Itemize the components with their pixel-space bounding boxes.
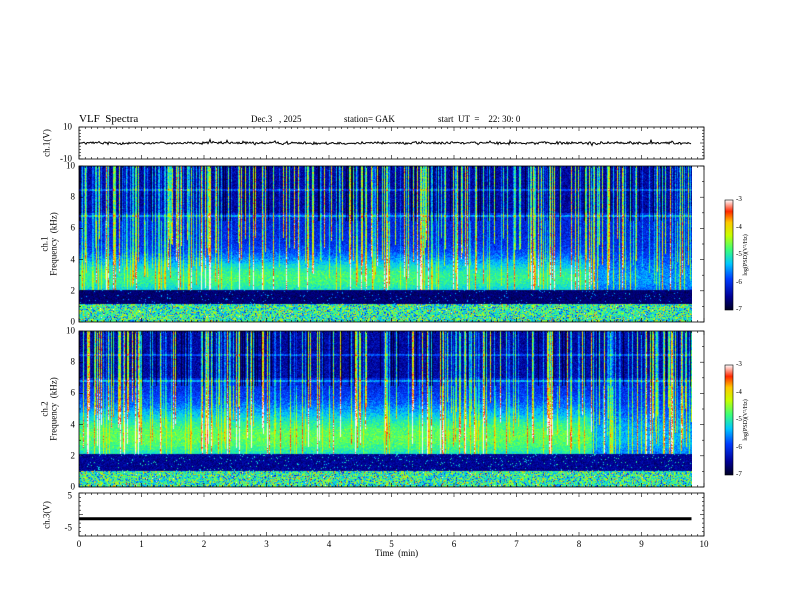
x-tick-label: 8 — [576, 539, 582, 549]
y-tick-label: 6 — [70, 387, 76, 398]
ch1-spectrogram-image — [79, 166, 692, 322]
figure-title: VLF Spectra — [79, 113, 139, 125]
ch2-spectrogram-image — [79, 331, 692, 487]
x-tick-label: 6 — [451, 539, 457, 549]
colorbar-tick-label: -5 — [736, 250, 742, 258]
colorbar-tick-label: -6 — [736, 277, 742, 286]
y-tick-label: 4 — [70, 254, 76, 265]
y-tick-label: 5 — [67, 490, 73, 501]
y-tick-label: 10 — [66, 160, 75, 171]
x-axis-ticks — [78, 127, 705, 536]
colorbar-tick-label: -3 — [736, 195, 742, 203]
x-tick-label: 4 — [326, 539, 332, 549]
y-tick-label: -10 — [60, 153, 72, 164]
x-tick-label: 2 — [201, 539, 207, 549]
colorbar-ch1-label: log(PSD)(V²/Hz) — [743, 234, 749, 276]
ch2-spectrogram-panel — [78, 330, 705, 488]
ch1-waveform-panel — [78, 126, 705, 160]
ch3-waveform-panel — [78, 492, 705, 537]
ch1-waveform-ylabel: ch.1(V) — [41, 129, 52, 157]
colorbar-ch1-frame — [724, 199, 734, 311]
y-tick-label: 6 — [70, 222, 76, 233]
x-tick-label: 5 — [389, 539, 394, 549]
colorbar-ch2 — [725, 365, 733, 475]
colorbar-tick-label: -4 — [736, 222, 742, 231]
y-tick-label: 10 — [63, 121, 72, 132]
x-tick-label: 9 — [639, 539, 644, 549]
colorbar-ch1 — [725, 200, 733, 310]
y-tick-label: 2 — [70, 450, 76, 461]
y-tick-label: 8 — [70, 191, 76, 202]
colorbar-tick-label: -4 — [736, 387, 742, 396]
colorbar-tick-label: -5 — [736, 415, 742, 423]
x-tick-label: 0 — [76, 539, 82, 549]
colorbar-tick-label: -6 — [736, 442, 742, 451]
x-tick-label: 3 — [264, 539, 269, 549]
y-tick-label: -5 — [64, 522, 73, 533]
x-tick-label: 10 — [699, 539, 709, 549]
x-axis-label: Time (min) — [375, 548, 419, 558]
x-tick-label: 7 — [514, 539, 519, 549]
colorbar-tick-label: -7 — [736, 305, 742, 313]
colorbar-ch2-frame — [724, 364, 734, 476]
ch2-spectrogram-ylabel: ch.2 Frequency (kHz) — [39, 377, 59, 441]
y-tick-label: 10 — [66, 325, 75, 336]
colorbar-ch2-label: log(PSD)(V²/Hz) — [743, 399, 749, 441]
ch3-waveform-frame — [78, 492, 705, 537]
x-tick-label: 1 — [139, 539, 144, 549]
ch3-waveform-ylabel: ch.3(V) — [41, 501, 52, 529]
header-start-ut: start UT = 22: 30: 0 — [438, 114, 521, 124]
ch1-spectrogram-ylabel: ch.1 Frequency (kHz) — [39, 212, 59, 276]
y-tick-label: 4 — [70, 419, 76, 430]
ch1-waveform-line — [78, 138, 692, 147]
colorbar-tick-label: -7 — [736, 470, 742, 478]
colorbar-tick-label: -3 — [736, 360, 742, 368]
y-tick-label: 8 — [70, 356, 76, 367]
y-tick-label: 0 — [70, 316, 76, 327]
header-date: Dec.3 , 2025 — [251, 114, 302, 124]
ch1-spectrogram-panel — [78, 165, 705, 323]
header-station: station= GAK — [344, 114, 395, 124]
y-axis-ticks — [79, 126, 704, 537]
y-tick-label: 2 — [70, 285, 76, 296]
y-tick-label: 0 — [70, 481, 76, 492]
